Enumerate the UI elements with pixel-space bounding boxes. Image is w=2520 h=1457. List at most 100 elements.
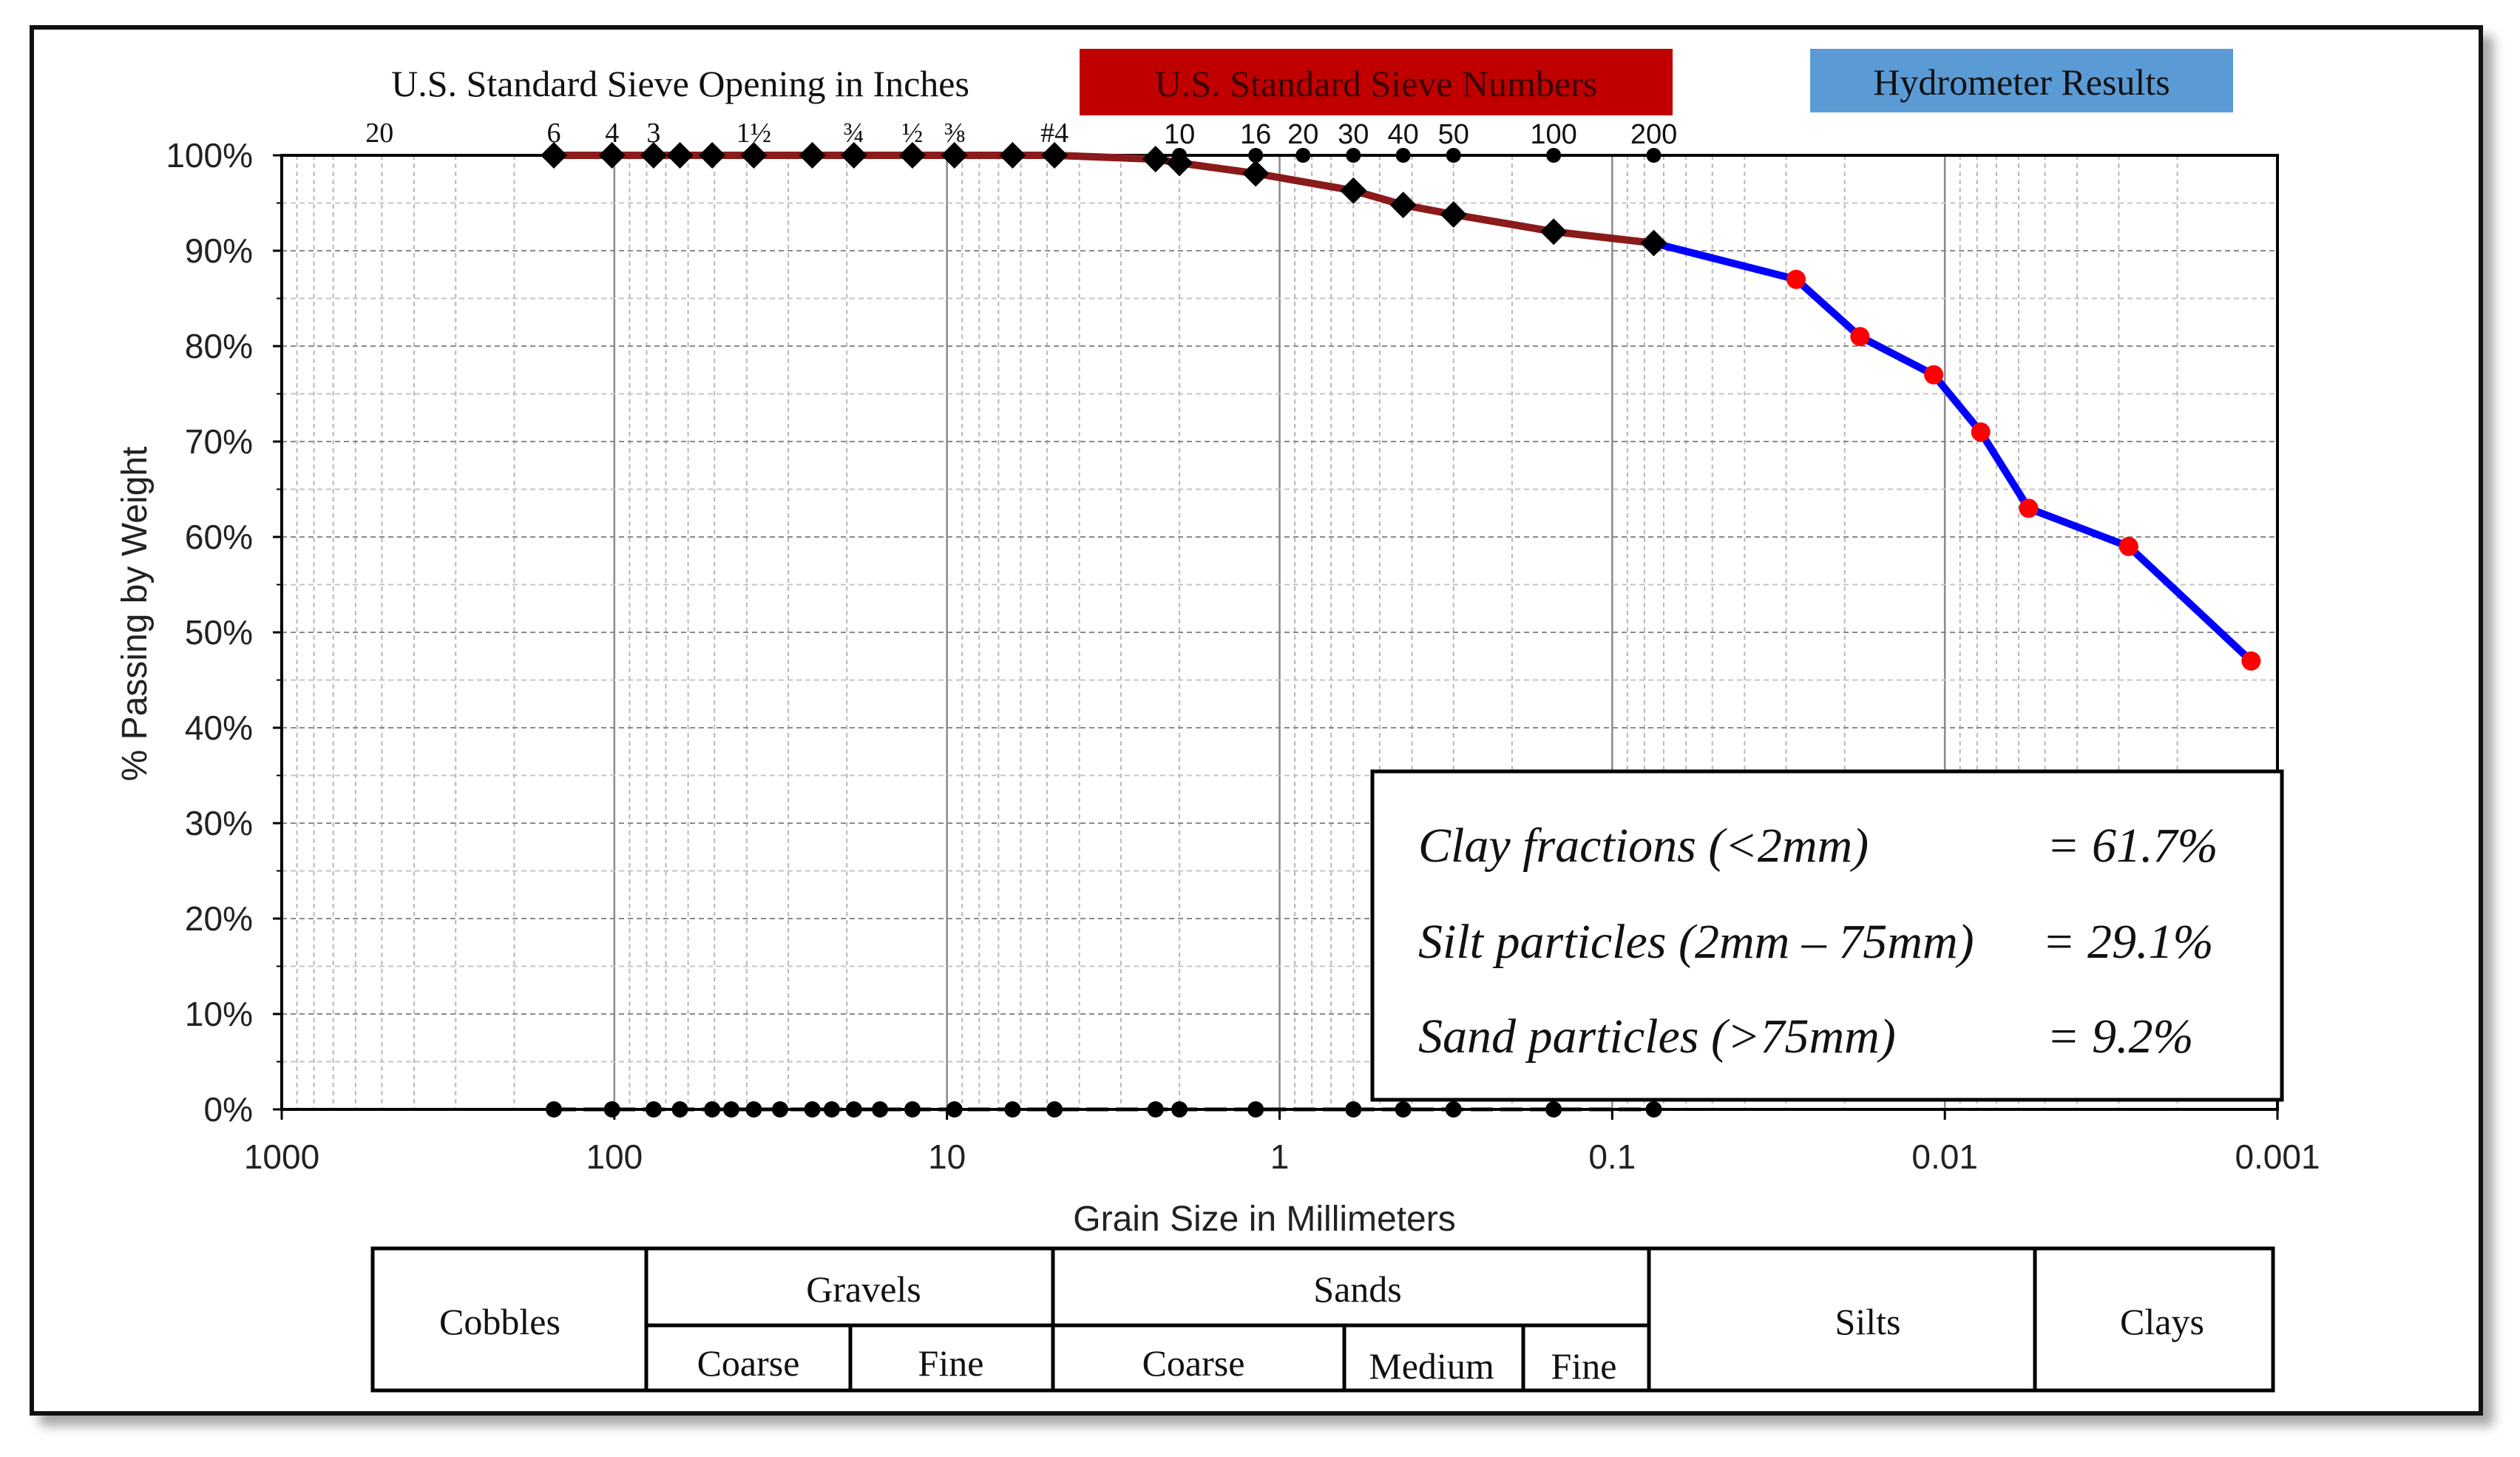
zero-marker	[546, 1101, 563, 1118]
classification-labels: Cobbles Gravels Coarse Fine Sands Coarse…	[439, 1268, 2204, 1387]
x-tick-label: 10	[928, 1137, 966, 1176]
axes: 0%10%20%30%40%50%60%70%80%90%100%1000 100…	[166, 136, 2320, 1176]
zero-marker	[1147, 1101, 1164, 1118]
summary-box-border	[1370, 769, 2284, 1102]
hydrometer-data-point	[1786, 269, 1806, 289]
figure-frame	[30, 25, 2483, 1416]
x-tick-label: 100	[586, 1137, 643, 1176]
summary-silt-value: = 29.1%	[2042, 915, 2214, 969]
sieve-data-point	[799, 142, 826, 169]
summary-sand-label: Sand particles (>75mm)	[1418, 1010, 1896, 1064]
y-tick-label: 90%	[185, 231, 253, 270]
sieve-numbers-title: U.S. Standard Sieve Numbers	[1155, 63, 1598, 104]
class-silts: Silts	[1835, 1301, 1901, 1342]
y-tick-label: 100%	[166, 136, 253, 175]
sieve-inch-label: ¾	[844, 118, 865, 149]
class-clays: Clays	[2120, 1301, 2204, 1342]
sieve-inch-label: 4	[605, 118, 619, 149]
y-tick-label: 10%	[185, 995, 253, 1033]
sieve-number-label: 20	[1287, 119, 1318, 150]
hydrometer-data-point	[1924, 365, 1944, 385]
class-gravels-fine: Fine	[918, 1342, 984, 1384]
hydrometer-title: Hydrometer Results	[1873, 61, 2170, 103]
sieve-data-point	[598, 142, 626, 169]
summary-sand-value: = 9.2%	[2047, 1010, 2194, 1064]
y-tick-label: 60%	[185, 518, 253, 556]
sieve-inch-label: 3	[646, 118, 660, 149]
sieve-data-point	[1540, 218, 1568, 246]
zero-marker	[1046, 1101, 1063, 1118]
x-tick-label: 0.001	[2235, 1137, 2320, 1176]
sieve-number-label: 16	[1240, 119, 1271, 150]
sieve-top-marker	[1346, 148, 1361, 163]
sieve-top-marker	[1295, 148, 1311, 163]
y-tick-label: 40%	[185, 709, 253, 747]
zero-marker	[645, 1101, 662, 1118]
hydrometer-data-point	[2241, 651, 2261, 671]
summary-silt-label: Silt particles (2mm – 75mm)	[1418, 915, 1974, 969]
x-tick-label: 0.1	[1588, 1137, 1636, 1176]
classification-table-border	[370, 1246, 2275, 1393]
sieve-data-point	[941, 142, 968, 169]
header-layer: U.S. Standard Sieve Opening in Inches U.S…	[365, 49, 2233, 150]
sieve-data-point	[1340, 177, 1367, 204]
hydrometer-data-point	[2118, 536, 2138, 556]
sieve-number-label: 40	[1388, 119, 1419, 150]
hydrometer-series-line	[1653, 239, 2254, 664]
hydrometer-data-point	[1850, 327, 1870, 347]
sieve-numbers-header-box	[1080, 49, 1673, 115]
x-axis-label: Grain Size in Millimeters	[1073, 1200, 1455, 1239]
series-layer	[541, 142, 2261, 1118]
zero-marker	[946, 1101, 963, 1118]
zero-marker	[771, 1101, 788, 1118]
sieve-data-point	[541, 142, 568, 169]
zero-marker	[904, 1101, 921, 1118]
class-cobbles: Cobbles	[439, 1301, 560, 1342]
sieve-inch-label: 20	[365, 118, 393, 149]
sieve-data-point	[1640, 229, 1667, 257]
sieve-top-marker	[1546, 148, 1562, 163]
class-sands-fine: Fine	[1551, 1345, 1617, 1387]
sieve-data-point	[666, 142, 694, 169]
sieve-top-marker	[1646, 148, 1662, 163]
summary-clay-value: = 61.7%	[2047, 819, 2218, 873]
sieve-number-label: 50	[1438, 119, 1469, 150]
x-tick-label: 1	[1270, 1137, 1290, 1176]
zero-marker	[872, 1101, 889, 1118]
sieve-inches-title: U.S. Standard Sieve Opening in Inches	[391, 63, 969, 104]
sieve-inch-label: #4	[1040, 118, 1068, 149]
sieve-data-point	[999, 142, 1026, 169]
zero-marker	[1345, 1101, 1362, 1118]
sieve-inch-label: 6	[547, 118, 561, 149]
sieve-data-point	[640, 142, 667, 169]
sieve-inch-label: ½	[902, 118, 924, 149]
sieve-series-line	[554, 152, 1655, 247]
sieve-top-marker	[1446, 148, 1461, 163]
classification-table	[370, 1246, 2275, 1393]
zero-marker	[745, 1101, 762, 1118]
summary-box: Clay fractions (<2mm) = 61.7% Silt parti…	[1370, 769, 2284, 1102]
zero-marker	[1545, 1101, 1562, 1118]
sieve-data-point	[1389, 192, 1417, 219]
sieve-data-point	[1142, 146, 1169, 173]
x-tick-label: 1000	[244, 1137, 319, 1176]
grid-lines	[280, 155, 2279, 1109]
class-sands-medium: Medium	[1369, 1345, 1494, 1387]
zero-marker	[671, 1101, 688, 1118]
zero-marker	[804, 1101, 821, 1118]
sieve-data-point	[1242, 160, 1270, 187]
hydrometer-data-point	[2019, 498, 2039, 518]
sieve-number-label: 30	[1338, 119, 1369, 150]
y-tick-label: 70%	[185, 422, 253, 461]
class-gravels: Gravels	[806, 1268, 921, 1310]
sieve-number-label: 100	[1530, 119, 1576, 150]
zero-marker	[1004, 1101, 1021, 1118]
zero-marker	[603, 1101, 620, 1118]
zero-marker	[1395, 1101, 1412, 1118]
zero-marker	[845, 1101, 862, 1118]
hydrometer-data-point	[1971, 422, 1991, 442]
summary-clay-label: Clay fractions (<2mm)	[1418, 819, 1869, 873]
y-axis-label: % Passing by Weight	[115, 447, 155, 782]
x-tick-label: 0.01	[1911, 1137, 1978, 1176]
